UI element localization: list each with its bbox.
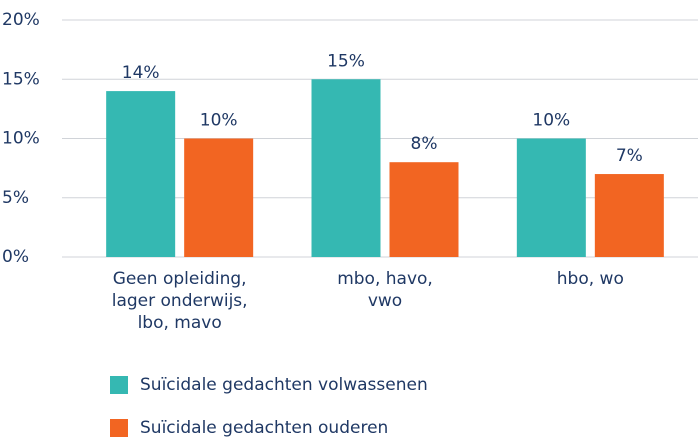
y-tick-label: 20% (2, 10, 40, 30)
bar (389, 162, 459, 257)
y-tick-label: 5% (2, 188, 29, 208)
y-tick-label: 0% (2, 247, 29, 267)
legend-label: Suïcidale gedachten ouderen (140, 418, 388, 437)
bar (184, 138, 254, 257)
data-label: 8% (411, 134, 438, 154)
y-tick-label: 15% (2, 69, 40, 89)
data-label: 10% (532, 111, 570, 131)
data-label: 14% (122, 63, 160, 83)
bar (311, 79, 381, 257)
legend-label: Suïcidale gedachten volwassenen (140, 375, 428, 395)
legend-swatch (110, 376, 128, 394)
legend-swatch (110, 419, 128, 437)
bar (516, 138, 586, 257)
x-tick-label: hbo, wo (556, 269, 624, 289)
data-label: 7% (616, 146, 643, 166)
x-tick-label: mbo, havo, vwo (337, 269, 433, 311)
bar (594, 174, 664, 257)
data-label: 10% (200, 111, 238, 131)
x-tick-label: Geen opleiding, lager onderwijs, lbo, ma… (111, 269, 248, 333)
bar (106, 91, 176, 257)
y-tick-label: 10% (2, 129, 40, 149)
data-label: 15% (327, 51, 365, 71)
